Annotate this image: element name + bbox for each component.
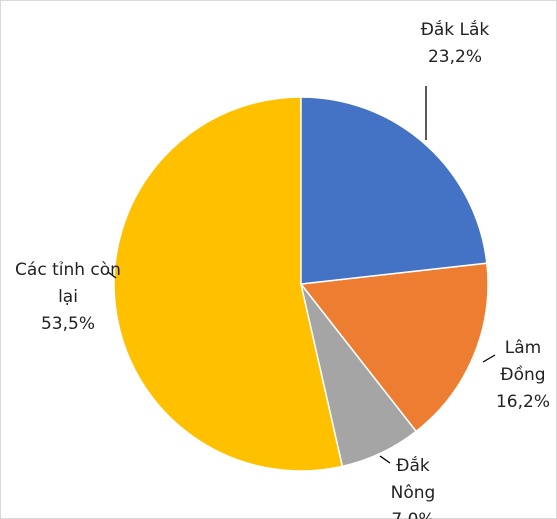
category-label: Các tỉnh còn lại — [15, 260, 121, 307]
value-label: 7,0% — [378, 507, 448, 519]
pie-slice — [299, 262, 489, 433]
value-label: 53,5% — [40, 314, 95, 334]
data-label: Các tỉnh còn lại 53,5% — [14, 257, 122, 338]
data-label: Đắk Lắk 23,2% — [395, 17, 515, 71]
leader-line — [482, 354, 496, 363]
leader-line — [379, 455, 391, 464]
data-label: Đắk Nông 7,0% — [378, 453, 448, 519]
pie-slice — [113, 96, 344, 472]
category-label: Đắk Nông — [390, 456, 436, 503]
category-label: Lâm Đồng — [500, 338, 546, 385]
pie-slice — [300, 96, 488, 285]
data-label: Lâm Đồng 16,2% — [488, 335, 557, 416]
value-label: 23,2% — [427, 47, 482, 67]
leader-line — [107, 271, 117, 279]
value-label: 16,2% — [495, 392, 550, 412]
category-label: Đắk Lắk — [420, 20, 490, 40]
